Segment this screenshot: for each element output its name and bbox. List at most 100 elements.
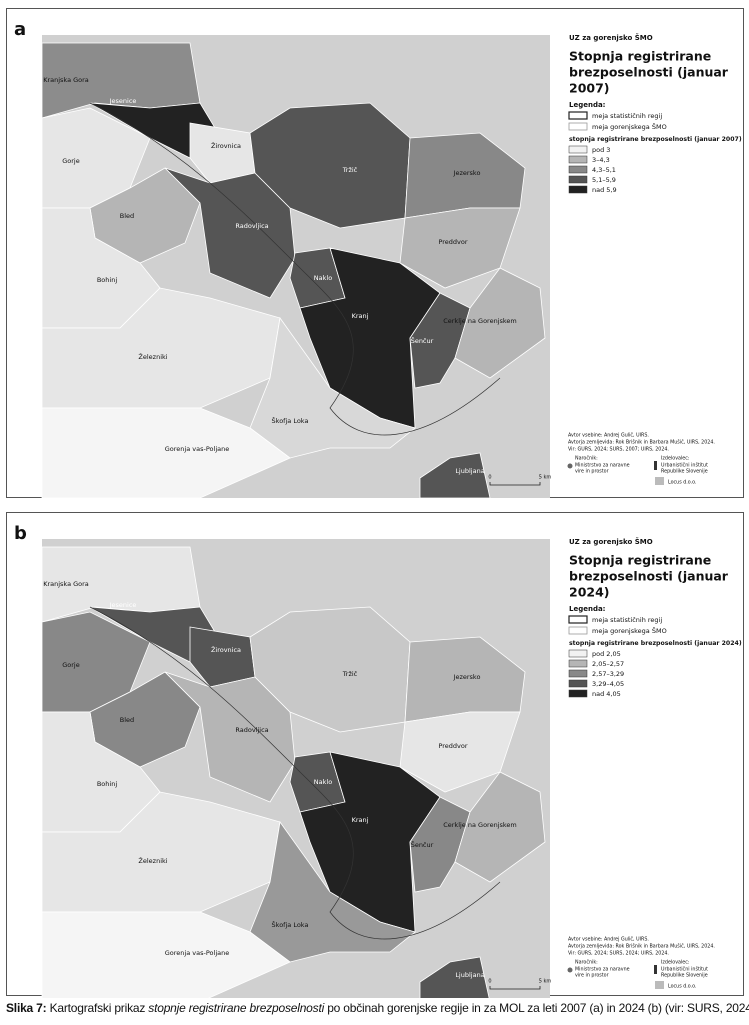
municipality-label: Škofja Loka (272, 920, 309, 929)
legend-label: nad 4,05 (592, 690, 621, 698)
legend-label: meja statističnih regij (592, 616, 662, 624)
panel-letter: b (14, 523, 27, 544)
partner: Locus d.o.o. (668, 480, 697, 486)
municipality-label: Ljubljana (455, 467, 484, 475)
legend-swatch (568, 659, 588, 668)
legend-swatch (568, 679, 588, 688)
municipality-label: Preddvor (438, 238, 467, 246)
municipality-label: Šenčur (411, 840, 434, 849)
municipality-label: Gorenja vas-Poljane (165, 949, 229, 957)
legend-swatch (568, 122, 588, 131)
smo-boundary (89, 102, 501, 436)
legend-label: 3,29–4,05 (592, 680, 624, 688)
municipality (419, 452, 491, 499)
commissioner: Ministrstvo za naravne (575, 967, 630, 973)
partner: Locus d.o.o. (668, 984, 697, 990)
caption-text: po občinah gorenjske regije in za MOL za… (324, 1001, 749, 1015)
municipality-label: Naklo (314, 778, 332, 786)
municipality-label: Žirovnica (211, 141, 241, 150)
municipality-label: Jesenice (109, 601, 137, 609)
scale-label: 0 (488, 979, 491, 985)
municipality-label: Železniki (138, 352, 167, 361)
municipality-label: Gorje (62, 157, 80, 165)
municipality-label: Bled (120, 716, 134, 724)
uirs-icon (654, 965, 657, 974)
municipality-label: Jesenice (109, 97, 137, 105)
municipality (419, 956, 490, 998)
credit: Vir: GURS, 2024; SURS, 2024; UIRS, 2024. (568, 951, 669, 957)
municipality-label: Ljubljana (455, 971, 484, 979)
legend-swatch (568, 165, 588, 174)
panel: Kranjska Gora Jesenice Gorje Žirovnica Bled B… (6, 512, 744, 998)
caption-italic: stopnje registrirane brezposelnosti (148, 1001, 325, 1015)
legend-label: nad 5,9 (592, 186, 617, 194)
legend-label: pod 3 (592, 146, 610, 154)
municipality-label: Cerklje na Gorenjskem (443, 317, 517, 325)
caption: Slika 7: Kartografski prikaz stopnje reg… (6, 1001, 749, 1015)
maker: Urbanistični inštitut (661, 966, 708, 973)
municipality-label: Preddvor (438, 742, 467, 750)
municipality-label: Jezersko (453, 673, 481, 681)
legend-label: 2,57–3,29 (592, 670, 624, 678)
scale-label: 5 km (539, 979, 552, 985)
municipality-label: Tržič (342, 670, 358, 678)
caption-text: Kartografski prikaz (46, 1001, 149, 1015)
legend-label: 3–4,3 (592, 156, 610, 164)
municipality-label: Žirovnica (211, 645, 241, 654)
class-title: stopnja registrirane brezposelnosti (jan… (569, 640, 742, 647)
legend-label: meja statističnih regij (592, 112, 662, 120)
municipality-label: Bohinj (97, 780, 117, 788)
legend-swatch (568, 689, 588, 698)
municipality (454, 771, 546, 883)
municipality-label: Gorje (62, 661, 80, 669)
commissioner: Ministrstvo za naravne (575, 463, 630, 469)
legend-label: pod 2,05 (592, 650, 621, 658)
class-title: stopnja registrirane brezposelnosti (jan… (569, 136, 742, 143)
municipality-label: Škofja Loka (272, 416, 309, 425)
municipality (41, 911, 291, 998)
legend-swatch (568, 111, 588, 120)
map-title: brezposelnosti (januar (569, 569, 729, 584)
commissioner: vire in prostor (575, 973, 609, 979)
legend-swatch (568, 669, 588, 678)
credit: Vir: GURS, 2024; SURS, 2007; UIRS, 2024. (568, 447, 669, 453)
legend-label: 2,05–2,57 (592, 660, 624, 668)
legend-title: Legenda: (569, 605, 606, 613)
municipality (41, 407, 291, 499)
maker: Urbanistični inštitut (661, 462, 708, 469)
caption-label: Slika 7: (6, 1001, 47, 1015)
municipality-label: Kranjska Gora (43, 580, 89, 588)
legend-swatch (568, 615, 588, 624)
scale-bar (489, 986, 541, 990)
commissioner-label: Naročnik: (575, 959, 598, 966)
region-label: UZ za gorenjsko ŠMO (569, 33, 653, 42)
scale-label: 0 (488, 475, 491, 481)
commissioner-label: Naročnik: (575, 455, 598, 462)
credit: Avtor vsebine: Andrej Gulič, UIRS. (568, 936, 649, 943)
maker-label: Izdelovalec: (661, 960, 690, 966)
municipality-label: Kranj (352, 312, 369, 320)
legend-swatch (568, 175, 588, 184)
legend-label: meja gorenjskega ŠMO (592, 122, 667, 131)
map-title: Stopnja registrirane (569, 553, 711, 568)
credit: Avtorja zemljevida: Rok Brišnik in Barba… (568, 943, 715, 950)
municipality-label: Radovljica (235, 222, 268, 230)
municipality-label: Bled (120, 212, 134, 220)
municipality-label: Kranjska Gora (43, 76, 89, 84)
legend-swatch (568, 155, 588, 164)
municipality-label: Gorenja vas-Poljane (165, 445, 229, 453)
locus-icon (655, 981, 664, 989)
commissioner: vire in prostor (575, 469, 609, 475)
municipality-label: Kranj (352, 816, 369, 824)
credit: Avtor vsebine: Andrej Gulič, UIRS. (568, 432, 649, 439)
municipality-label: Tržič (342, 166, 358, 174)
maker: Republike Slovenije (661, 469, 708, 475)
smo-boundary (89, 606, 501, 940)
credit: Avtorja zemljevida: Rok Brišnik in Barba… (568, 439, 715, 446)
municipality-label: Bohinj (97, 276, 117, 284)
map-title: 2007) (569, 81, 610, 96)
maker: Republike Slovenije (661, 973, 708, 979)
ministry-icon (567, 463, 573, 469)
municipality-label: Železniki (138, 856, 167, 865)
